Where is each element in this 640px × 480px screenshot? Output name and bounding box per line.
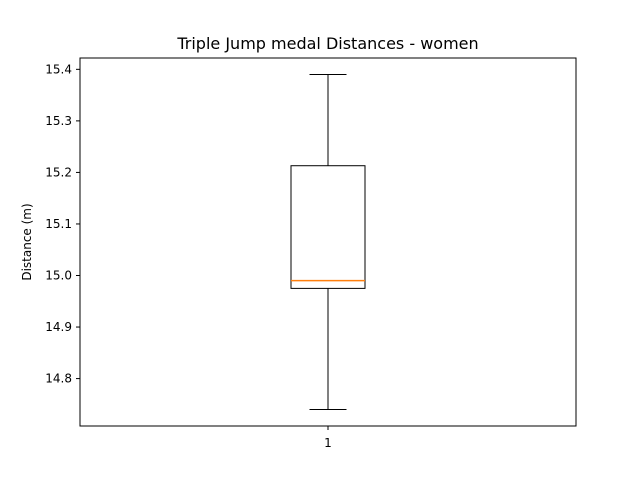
plot-area: 14.8 14.9 15.0 15.1 15.2 15.3 15.4 1 bbox=[45, 57, 577, 450]
chart-title: Triple Jump medal Distances - women bbox=[176, 34, 478, 53]
y-tick-label: 15.4 bbox=[45, 62, 72, 76]
iqr-box bbox=[290, 165, 366, 289]
y-axis-label: Distance (m) bbox=[20, 203, 34, 280]
y-tick-label: 15.3 bbox=[45, 114, 72, 128]
y-tick-label: 15.0 bbox=[45, 269, 72, 283]
y-tick-label: 15.2 bbox=[45, 165, 72, 179]
x-tick-label: 1 bbox=[324, 436, 332, 450]
y-tick-label: 15.1 bbox=[45, 217, 72, 231]
y-tick-label: 14.8 bbox=[45, 372, 72, 386]
y-tick-label: 14.9 bbox=[45, 320, 72, 334]
